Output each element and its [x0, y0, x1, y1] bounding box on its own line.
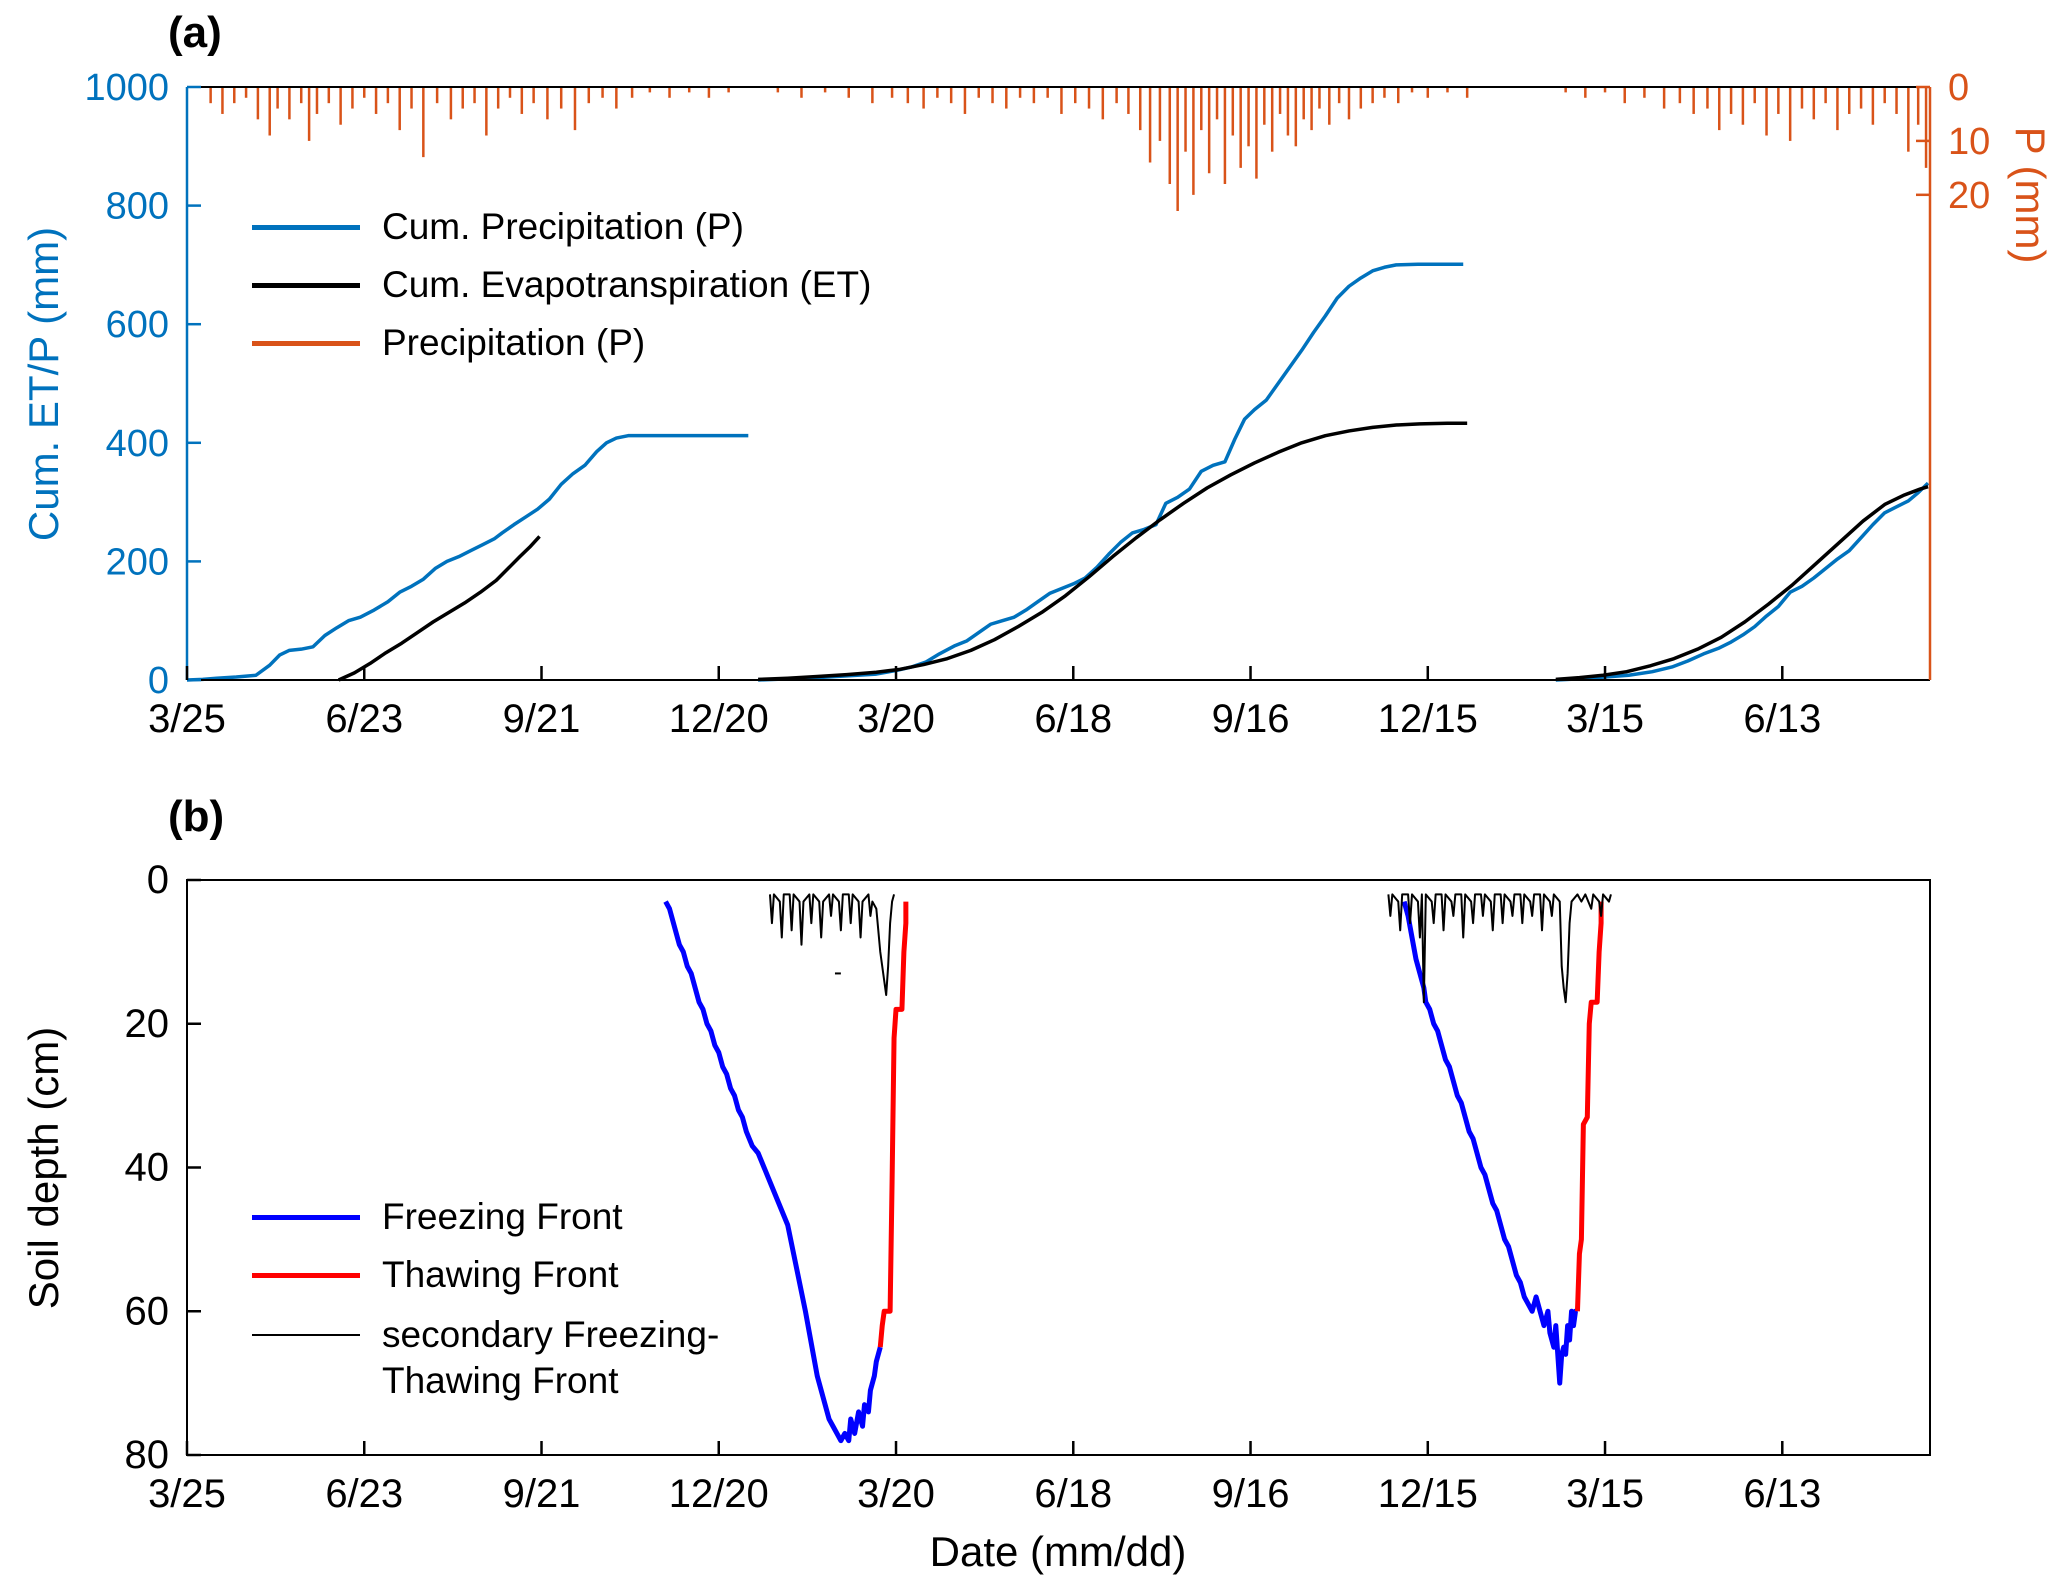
legend-line-cum-evapotranspiration — [252, 282, 360, 288]
svg-text:6/13: 6/13 — [1743, 1472, 1821, 1516]
panel-a-right-axis-title: P (mm) — [2007, 126, 2054, 264]
svg-text:200: 200 — [106, 541, 169, 583]
legend-label-cum-evapotranspiration: Cum. Evapotranspiration (ET) — [382, 264, 872, 305]
legend-label-freezing-front: Freezing Front — [382, 1196, 623, 1237]
legend-line-thawing-front — [252, 1272, 360, 1278]
svg-text:9/16: 9/16 — [1212, 697, 1290, 741]
svg-text:3/25: 3/25 — [148, 697, 226, 741]
panel-b-legend: Freezing Front Thawing Front secondary F… — [252, 1196, 719, 1405]
legend-label-cum-precipitation: Cum. Precipitation (P) — [382, 206, 744, 247]
svg-text:6/23: 6/23 — [325, 697, 403, 741]
svg-text:40: 40 — [125, 1146, 170, 1190]
svg-text:20: 20 — [125, 1002, 170, 1046]
svg-text:3/15: 3/15 — [1566, 697, 1644, 741]
svg-text:0: 0 — [147, 858, 169, 902]
legend-item-secondary-front: secondary Freezing- Thawing Front — [252, 1312, 719, 1405]
svg-text:9/21: 9/21 — [503, 1472, 581, 1516]
svg-text:400: 400 — [106, 423, 169, 465]
svg-text:800: 800 — [106, 186, 169, 228]
legend-item-precipitation: Precipitation (P) — [252, 322, 871, 364]
legend-line-freezing-front — [252, 1214, 360, 1220]
legend-item-freezing-front: Freezing Front — [252, 1196, 719, 1238]
panel-a-legend: Cum. Precipitation (P) Cum. Evapotranspi… — [252, 206, 871, 364]
svg-text:6/13: 6/13 — [1743, 697, 1821, 741]
legend-label-secondary-front: secondary Freezing- Thawing Front — [382, 1314, 720, 1402]
x-axis-title: Date (mm/dd) — [929, 1528, 1187, 1575]
panel-b-axis-title: Soil depth (cm) — [20, 1026, 67, 1310]
svg-text:0: 0 — [1948, 67, 1969, 109]
svg-text:3/20: 3/20 — [857, 1472, 935, 1516]
svg-text:1000: 1000 — [84, 67, 169, 109]
svg-text:9/21: 9/21 — [503, 697, 581, 741]
svg-text:0: 0 — [148, 660, 169, 702]
svg-text:6/18: 6/18 — [1034, 1472, 1112, 1516]
panel-a-left-axis-title: Cum. ET/P (mm) — [20, 226, 67, 542]
svg-text:12/15: 12/15 — [1378, 1472, 1478, 1516]
legend-item-thawing-front: Thawing Front — [252, 1254, 719, 1296]
svg-text:10: 10 — [1948, 121, 1990, 163]
svg-text:6/23: 6/23 — [325, 1472, 403, 1516]
svg-text:3/15: 3/15 — [1566, 1472, 1644, 1516]
legend-line-secondary-front — [252, 1334, 360, 1336]
svg-text:60: 60 — [125, 1289, 170, 1333]
svg-text:6/18: 6/18 — [1034, 697, 1112, 741]
legend-label-precipitation: Precipitation (P) — [382, 322, 646, 363]
svg-text:20: 20 — [1948, 175, 1990, 217]
panel-b-label: (b) — [168, 792, 225, 841]
legend-label-thawing-front: Thawing Front — [382, 1254, 619, 1295]
svg-text:12/20: 12/20 — [669, 1472, 769, 1516]
svg-text:3/25: 3/25 — [148, 1472, 226, 1516]
svg-text:80: 80 — [125, 1433, 170, 1477]
svg-text:600: 600 — [106, 304, 169, 346]
svg-text:12/15: 12/15 — [1378, 697, 1478, 741]
legend-line-precipitation — [252, 340, 360, 346]
legend-line-cum-precipitation — [252, 224, 360, 230]
panel-a-label: (a) — [168, 8, 222, 57]
svg-text:3/20: 3/20 — [857, 697, 935, 741]
legend-item-cum-precipitation: Cum. Precipitation (P) — [252, 206, 871, 248]
svg-text:9/16: 9/16 — [1212, 1472, 1290, 1516]
svg-text:12/20: 12/20 — [669, 697, 769, 741]
legend-item-cum-evapotranspiration: Cum. Evapotranspiration (ET) — [252, 264, 871, 306]
